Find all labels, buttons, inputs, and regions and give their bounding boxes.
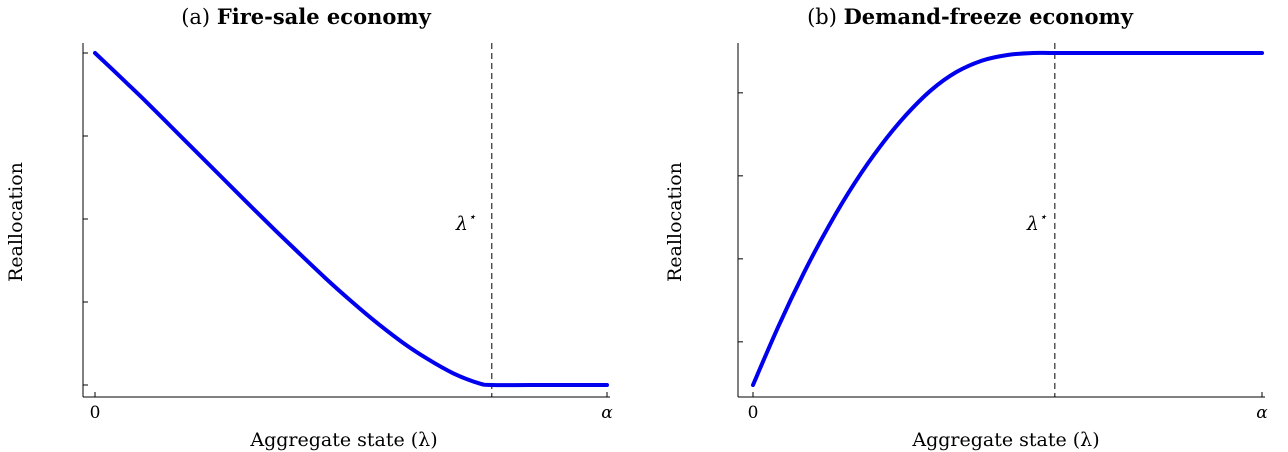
y-axis-label: Reallocation xyxy=(664,162,686,282)
series-line xyxy=(751,50,1264,387)
chart-title: (a) Fire-sale economy xyxy=(181,4,431,29)
y-axis-label: Reallocation xyxy=(5,162,27,282)
threshold-label: λ⋆ xyxy=(1026,210,1047,235)
x-tick-label-zero: 0 xyxy=(748,403,759,423)
series-line xyxy=(93,51,609,388)
x-axis-label: Aggregate state (λ) xyxy=(249,429,437,451)
chart-title: (b) Demand-freeze economy xyxy=(807,4,1134,29)
chart-title-text: Demand-freeze economy xyxy=(844,4,1134,29)
chart-title-text: Fire-sale economy xyxy=(217,4,432,29)
x-axis-label: Aggregate state (λ) xyxy=(911,429,1099,451)
threshold-label: λ⋆ xyxy=(455,210,476,235)
x-tick-label-zero: 0 xyxy=(90,403,101,423)
x-tick-label-alpha: α xyxy=(601,403,613,423)
chart-title-prefix: (a) xyxy=(181,5,210,29)
panel-fire-sale: (a) Fire-sale economy Reallocation Aggre… xyxy=(5,4,613,451)
panel-demand-freeze: (b) Demand-freeze economy Reallocation A… xyxy=(664,4,1268,451)
chart-title-prefix: (b) xyxy=(807,5,837,29)
x-tick-label-alpha: α xyxy=(1256,403,1268,423)
